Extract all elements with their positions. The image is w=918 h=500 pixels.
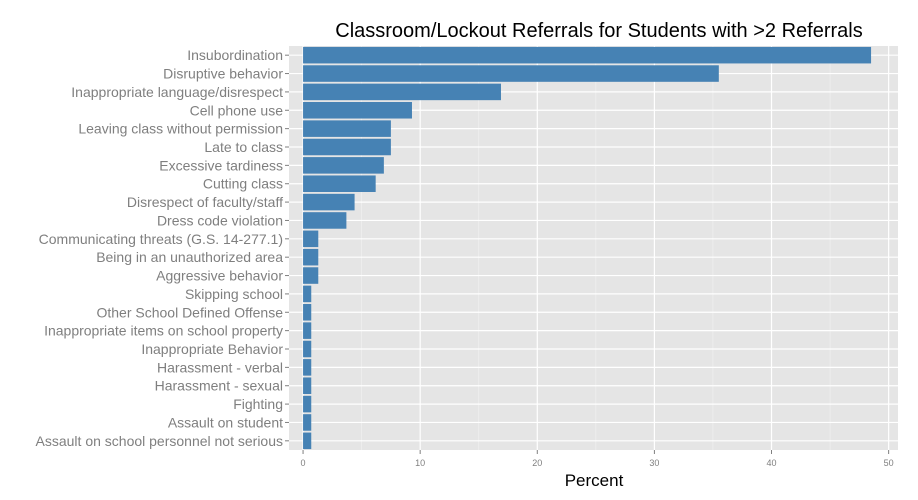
category-label: Being in an unauthorized area	[96, 249, 283, 265]
category-label: Inappropriate language/disrespect	[71, 84, 283, 100]
bar	[303, 230, 319, 248]
bar	[303, 432, 312, 450]
bar	[303, 248, 319, 266]
category-label: Assault on student	[168, 414, 283, 430]
category-label: Dress code violation	[157, 212, 283, 228]
x-tick-label: 0	[301, 458, 306, 468]
bar	[303, 212, 347, 229]
bar	[303, 120, 391, 137]
category-label: Harassment - sexual	[155, 378, 283, 394]
category-label: Communicating threats (G.S. 14-277.1)	[39, 231, 283, 247]
bar	[303, 138, 391, 156]
category-label: Aggressive behavior	[156, 268, 283, 284]
category-label: Disrespect of faculty/staff	[127, 194, 283, 210]
bar	[303, 395, 312, 413]
bar	[303, 285, 312, 303]
bar	[303, 359, 312, 376]
category-label: Disruptive behavior	[163, 66, 283, 82]
category-label: Cell phone use	[190, 102, 284, 118]
bar	[303, 83, 501, 101]
category-label: Inappropriate Behavior	[141, 341, 283, 357]
category-label: Skipping school	[185, 286, 283, 302]
category-label: Excessive tardiness	[159, 157, 283, 173]
grid-lines	[289, 46, 898, 450]
x-tick-label: 50	[884, 458, 894, 468]
x-axis-title: Percent	[565, 471, 624, 490]
bar	[303, 377, 312, 394]
category-label: Fighting	[233, 396, 283, 412]
bar	[303, 322, 312, 339]
bars	[303, 46, 872, 450]
bar	[303, 340, 312, 358]
category-label: Inappropriate items on school property	[44, 323, 283, 339]
category-label: Harassment - verbal	[157, 359, 283, 375]
bar	[303, 46, 872, 64]
bar	[303, 304, 312, 321]
category-label: Insubordination	[187, 47, 283, 63]
x-tick-label: 40	[767, 458, 777, 468]
category-label: Leaving class without permission	[78, 121, 283, 137]
x-tick-label: 30	[649, 458, 659, 468]
category-label: Cutting class	[203, 176, 283, 192]
x-tick-label: 10	[415, 458, 425, 468]
category-label: Other School Defined Offense	[96, 304, 283, 320]
category-labels: Insubordination Disruptive behavior Inappr…	[36, 47, 289, 449]
bar	[303, 157, 384, 174]
bar	[303, 175, 376, 192]
bar	[303, 65, 719, 82]
x-axis-ticks: 0 10 20 30 40 50	[301, 450, 894, 468]
category-label: Late to class	[204, 139, 283, 155]
x-tick-label: 20	[532, 458, 542, 468]
category-label: Assault on school personnel not serious	[36, 433, 283, 449]
bar	[303, 193, 355, 211]
bar	[303, 102, 412, 119]
bar	[303, 414, 312, 431]
chart-title: Classroom/Lockout Referrals for Students…	[335, 20, 863, 42]
bar	[303, 267, 319, 284]
